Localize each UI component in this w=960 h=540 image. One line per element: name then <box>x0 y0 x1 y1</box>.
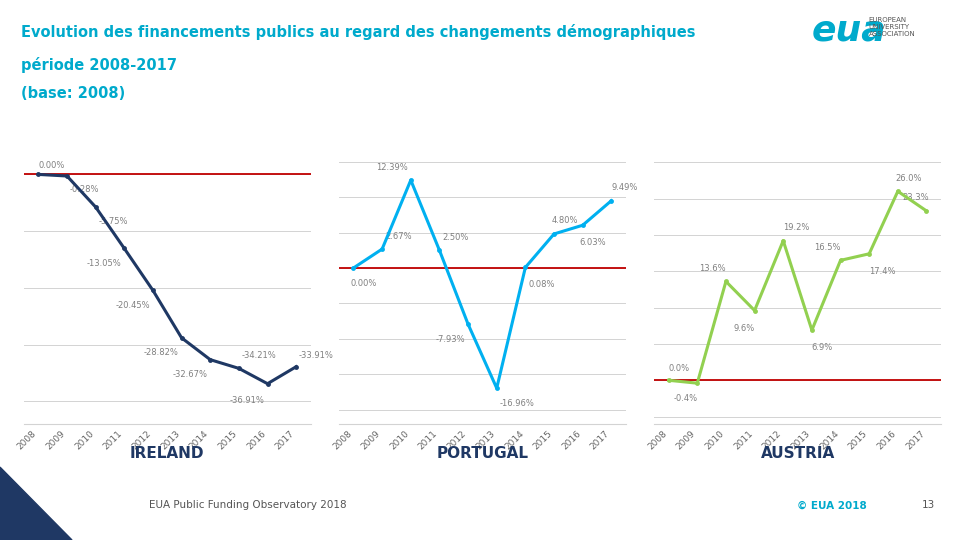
Text: 12.39%: 12.39% <box>376 163 408 172</box>
Text: 9.6%: 9.6% <box>733 323 755 333</box>
Text: période 2008-2017: période 2008-2017 <box>21 57 177 73</box>
Text: -5.75%: -5.75% <box>99 217 128 226</box>
Text: 19.2%: 19.2% <box>783 223 809 232</box>
Text: -34.21%: -34.21% <box>242 351 276 360</box>
Text: © EUA 2018: © EUA 2018 <box>797 500 867 510</box>
Text: -28.82%: -28.82% <box>144 348 179 357</box>
Text: 13: 13 <box>922 500 935 510</box>
Text: 4.80%: 4.80% <box>551 217 578 225</box>
Text: -7.93%: -7.93% <box>436 335 466 344</box>
Text: -36.91%: -36.91% <box>229 396 265 405</box>
Text: 0.00%: 0.00% <box>350 279 377 288</box>
Text: AUSTRIA: AUSTRIA <box>760 446 834 461</box>
Text: 0.0%: 0.0% <box>668 364 689 373</box>
Text: 17.4%: 17.4% <box>869 267 896 276</box>
Text: PORTUGAL: PORTUGAL <box>437 446 528 461</box>
Text: -33.91%: -33.91% <box>300 351 334 360</box>
Text: 6.9%: 6.9% <box>812 343 833 352</box>
Text: (base: 2008): (base: 2008) <box>21 86 126 102</box>
Text: -0.4%: -0.4% <box>673 394 697 403</box>
Text: 2.50%: 2.50% <box>443 233 468 242</box>
Text: -13.05%: -13.05% <box>86 259 121 268</box>
Text: 2.67%: 2.67% <box>385 232 412 240</box>
Text: 9.49%: 9.49% <box>612 183 637 192</box>
Text: EUROPEAN
UNIVERSITY
ASSOCIATION: EUROPEAN UNIVERSITY ASSOCIATION <box>869 17 916 37</box>
Text: Evolution des financements publics au regard des changements démographiques: Evolution des financements publics au re… <box>21 24 696 40</box>
Text: IRELAND: IRELAND <box>130 446 204 461</box>
Text: eua: eua <box>811 14 886 48</box>
Text: 16.5%: 16.5% <box>814 242 841 252</box>
Text: -16.96%: -16.96% <box>499 399 535 408</box>
Text: 6.03%: 6.03% <box>580 238 607 247</box>
Text: 13.6%: 13.6% <box>699 264 726 273</box>
Text: EUA Public Funding Observatory 2018: EUA Public Funding Observatory 2018 <box>149 500 347 510</box>
Text: 0.08%: 0.08% <box>528 280 555 289</box>
Text: 26.0%: 26.0% <box>895 173 922 183</box>
Text: -20.45%: -20.45% <box>115 301 150 309</box>
Text: 0.00%: 0.00% <box>38 161 64 170</box>
Text: 23.3%: 23.3% <box>902 193 929 202</box>
Text: -0.28%: -0.28% <box>70 185 99 193</box>
Text: -32.67%: -32.67% <box>173 370 207 379</box>
